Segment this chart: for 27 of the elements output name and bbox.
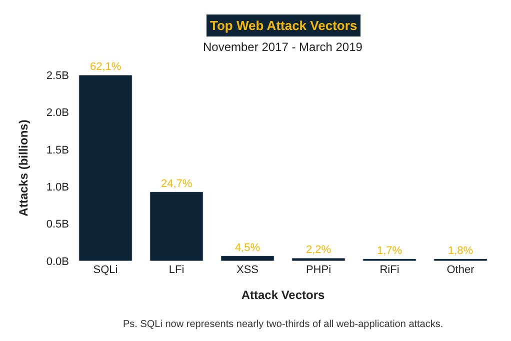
x-tick-label: LFi <box>168 264 184 276</box>
y-tick-label: 2.5B <box>46 70 69 82</box>
annotation: 1,7% <box>377 245 402 257</box>
annotation: 2,2% <box>306 244 332 256</box>
y-tick-label: 1.0B <box>46 181 69 194</box>
bar <box>150 192 204 261</box>
annotation: 1,8% <box>448 245 474 257</box>
bar <box>220 256 274 261</box>
y-axis-title: Attacks (billions) <box>16 120 31 216</box>
y-tick-label: 0.0B <box>46 256 69 268</box>
annotation: 24,7% <box>161 178 192 190</box>
bar <box>78 75 132 261</box>
x-tick-label: XSS <box>236 264 259 276</box>
chart-subtitle: November 2017 - March 2019 <box>203 40 363 54</box>
y-tick-label: 2.0B <box>46 107 69 120</box>
text: Ps. SQLi now represents nearly two-thirds of all web-application attacks. <box>123 319 444 330</box>
chart-title: Top Web Attack Vectors <box>210 18 358 33</box>
y-tick-label: 0.5B <box>46 218 69 231</box>
annotation: 4,5% <box>235 242 260 254</box>
x-tick-label: PHPi <box>306 264 332 276</box>
annotation: 62,1% <box>90 61 122 73</box>
bar <box>292 258 346 261</box>
x-axis-title: Attack Vectors <box>241 288 326 302</box>
x-tick-label: Other <box>446 264 475 276</box>
x-tick-label: RiFi <box>380 264 400 276</box>
y-tick-label: 1.5B <box>46 144 69 156</box>
x-tick-label: SQLi <box>93 264 118 276</box>
